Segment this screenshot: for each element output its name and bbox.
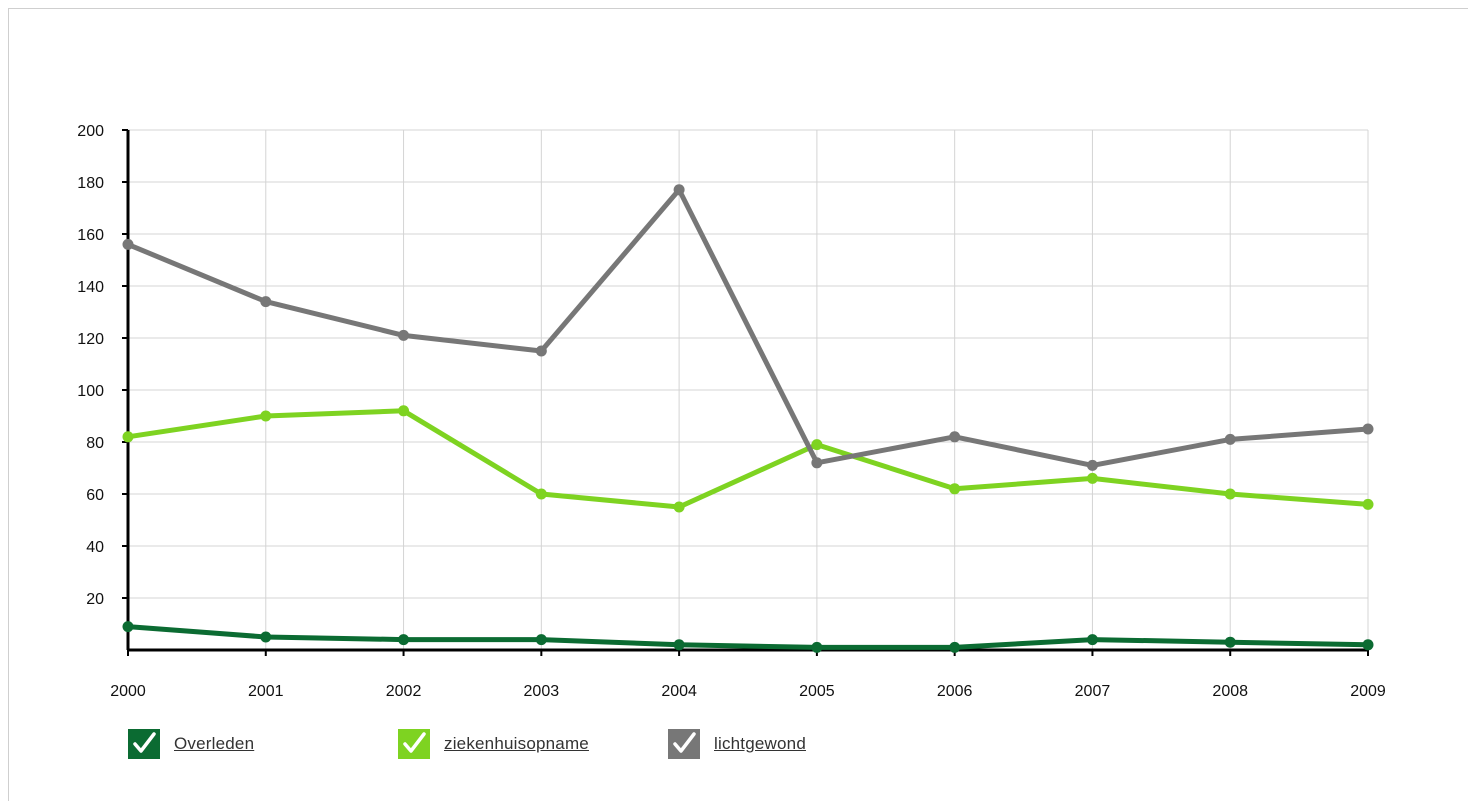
y-tick-label: 160 bbox=[77, 227, 104, 244]
x-tick-label: 2009 bbox=[1350, 683, 1386, 700]
x-tick-label: 2005 bbox=[799, 683, 835, 700]
axes bbox=[122, 129, 1369, 656]
data-point-overleden bbox=[535, 634, 547, 646]
grid-lines bbox=[128, 129, 1369, 650]
data-point-lichtgewond bbox=[811, 457, 823, 469]
check-icon[interactable] bbox=[398, 729, 430, 759]
x-tick-label: 2006 bbox=[937, 683, 973, 700]
data-point-ziekenhuisopname bbox=[811, 439, 823, 451]
data-point-lichtgewond bbox=[260, 296, 272, 308]
x-tick-labels: 2000 2001 2002 2003 2004 2005 2006 2007 2008 2009 bbox=[110, 683, 1386, 700]
data-point-lichtgewond bbox=[1086, 459, 1098, 471]
data-point-lichtgewond bbox=[1362, 423, 1374, 435]
legend-item-ziekenhuisopname[interactable]: ziekenhuisopname bbox=[398, 729, 622, 759]
data-point-ziekenhuisopname bbox=[949, 483, 961, 495]
x-tick-label: 2000 bbox=[110, 683, 146, 700]
y-tick-label: 60 bbox=[86, 487, 104, 504]
y-tick-labels: 20 40 60 80 100 120 140 160 180 200 bbox=[77, 123, 104, 608]
data-point-ziekenhuisopname bbox=[1224, 488, 1236, 500]
x-tick-label: 2003 bbox=[524, 683, 560, 700]
data-point-ziekenhuisopname bbox=[260, 410, 272, 422]
y-tick-label: 180 bbox=[77, 175, 104, 192]
series-line-ziekenhuisopname bbox=[125, 408, 1371, 510]
data-point-ziekenhuisopname bbox=[398, 405, 410, 417]
y-tick-label: 80 bbox=[86, 435, 104, 452]
check-icon[interactable] bbox=[668, 729, 700, 759]
data-point-overleden bbox=[673, 639, 685, 651]
legend-label[interactable]: Overleden bbox=[174, 734, 255, 753]
legend-label[interactable]: ziekenhuisopname bbox=[444, 734, 589, 753]
check-icon[interactable] bbox=[128, 729, 160, 759]
data-point-overleden bbox=[811, 641, 823, 653]
legend-item-lichtgewond[interactable]: lichtgewond bbox=[668, 729, 806, 759]
data-point-ziekenhuisopname bbox=[1362, 498, 1374, 510]
x-tick-label: 2008 bbox=[1212, 683, 1248, 700]
data-point-ziekenhuisopname bbox=[535, 488, 547, 500]
chart-frame bbox=[8, 8, 1468, 801]
data-point-lichtgewond bbox=[673, 184, 685, 196]
y-tick-label: 140 bbox=[77, 279, 104, 296]
data-point-overleden bbox=[949, 641, 961, 653]
legend: Overleden ziekenhuisopname lichtgewond bbox=[128, 728, 852, 760]
x-tick-label: 2002 bbox=[386, 683, 422, 700]
data-point-lichtgewond bbox=[122, 238, 134, 250]
data-point-lichtgewond bbox=[398, 329, 410, 341]
y-tick-label: 100 bbox=[77, 383, 104, 400]
data-point-overleden bbox=[1224, 636, 1236, 648]
legend-label[interactable]: lichtgewond bbox=[714, 734, 806, 753]
data-point-ziekenhuisopname bbox=[122, 431, 134, 443]
y-tick-label: 40 bbox=[86, 539, 104, 556]
data-point-overleden bbox=[1086, 634, 1098, 646]
x-tick-label: 2004 bbox=[661, 683, 697, 700]
y-tick-label: 120 bbox=[77, 331, 104, 348]
series-line-lichtgewond bbox=[125, 187, 1371, 468]
series-lines bbox=[122, 184, 1374, 653]
data-point-ziekenhuisopname bbox=[673, 501, 685, 513]
y-tick-label: 20 bbox=[86, 591, 104, 608]
data-point-overleden bbox=[122, 621, 134, 633]
x-tick-label: 2001 bbox=[248, 683, 284, 700]
data-point-lichtgewond bbox=[949, 431, 961, 443]
data-point-overleden bbox=[260, 631, 272, 643]
data-point-overleden bbox=[398, 634, 410, 646]
data-point-lichtgewond bbox=[1224, 433, 1236, 445]
series-line-overleden bbox=[125, 624, 1371, 650]
data-point-overleden bbox=[1362, 639, 1374, 651]
x-tick-label: 2007 bbox=[1075, 683, 1111, 700]
data-point-ziekenhuisopname bbox=[1086, 472, 1098, 484]
y-tick-label: 200 bbox=[77, 123, 104, 140]
data-point-lichtgewond bbox=[535, 345, 547, 357]
legend-item-overleden[interactable]: Overleden bbox=[128, 729, 352, 759]
